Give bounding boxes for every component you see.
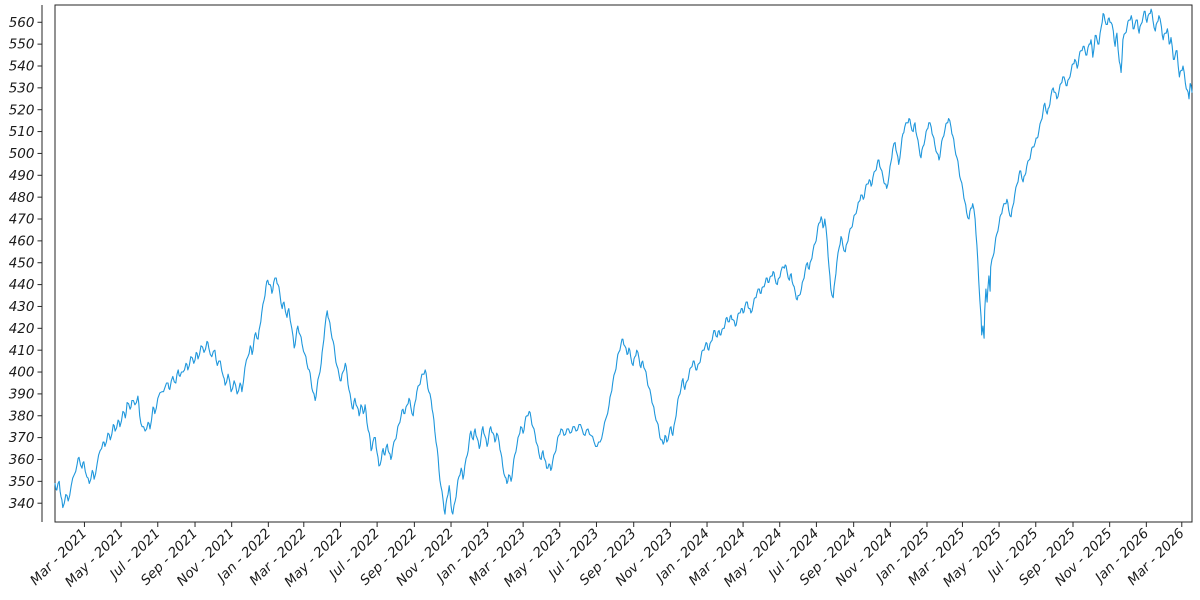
y-tick-label: 540 xyxy=(9,59,35,75)
y-tick-label: 450 xyxy=(9,255,35,271)
plot-frame xyxy=(41,4,1193,523)
y-tick-label: 460 xyxy=(9,233,35,249)
y-tick-label: 410 xyxy=(9,343,35,359)
y-tick-label: 470 xyxy=(9,212,35,228)
y-tick-label: 420 xyxy=(9,321,35,337)
y-tick-label: 360 xyxy=(9,452,35,468)
y-tick-label: 550 xyxy=(9,37,35,53)
y-tick-label: 490 xyxy=(9,168,35,184)
y-tick-label: 380 xyxy=(9,408,35,424)
y-tick-label: 370 xyxy=(9,430,35,446)
y-tick-label: 480 xyxy=(9,190,35,206)
y-tick-label: 510 xyxy=(9,124,35,140)
y-tick-label: 350 xyxy=(9,474,35,490)
y-tick-label: 560 xyxy=(9,15,35,31)
price-series-line xyxy=(54,8,1193,515)
y-tick-label: 400 xyxy=(9,365,35,381)
y-tick-label: 340 xyxy=(9,496,35,512)
y-tick-label: 530 xyxy=(9,80,35,96)
y-tick-label: 500 xyxy=(9,146,35,162)
y-tick-label: 430 xyxy=(9,299,35,315)
y-tick-label: 390 xyxy=(9,386,35,402)
y-axis: 560 550 540 530 520 510 500 490 480 470 460 450 440 4… xyxy=(9,15,42,512)
y-tick-label: 440 xyxy=(9,277,35,293)
y-tick-label: 520 xyxy=(9,102,35,118)
